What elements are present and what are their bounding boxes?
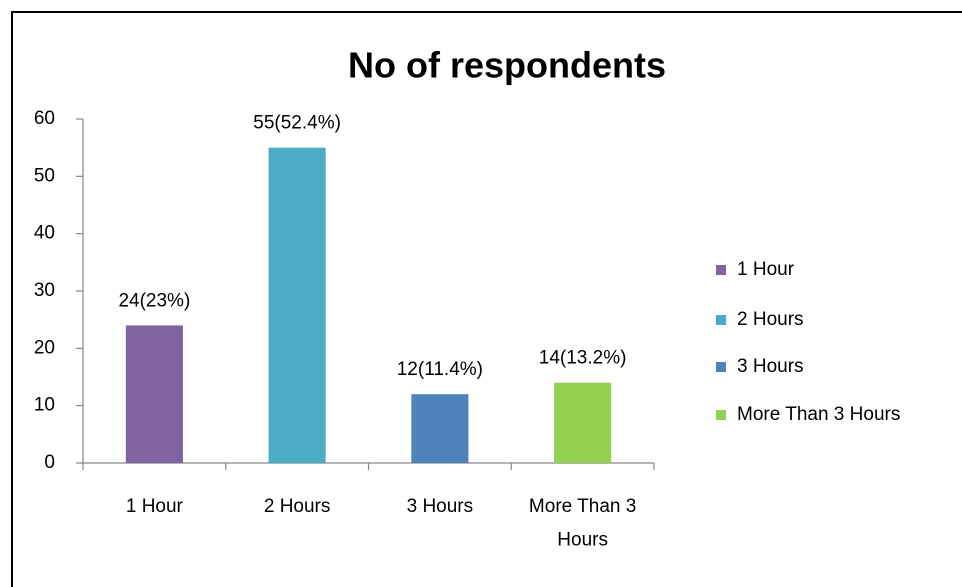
legend-swatch (716, 410, 726, 420)
legend-swatch (716, 362, 726, 372)
y-tick-label: 30 (34, 280, 55, 301)
legend-swatch (716, 265, 726, 275)
y-tick-label: 20 (34, 337, 55, 358)
legend-label: More Than 3 Hours (737, 404, 900, 425)
chart-frame (11, 11, 962, 587)
legend-label: 2 Hours (737, 309, 804, 330)
y-tick-label: 50 (34, 165, 55, 186)
legend-label: 3 Hours (737, 356, 804, 377)
data-label: 55(52.4%) (253, 113, 341, 134)
y-tick-label: 10 (34, 395, 55, 416)
x-tick-label: 2 Hours (264, 496, 331, 517)
legend-label: 1 Hour (737, 259, 795, 280)
x-tick-label: 3 Hours (407, 496, 474, 517)
x-tick-label: 1 Hour (126, 496, 184, 517)
bar (268, 147, 326, 463)
data-label: 14(13.2%) (539, 348, 627, 369)
data-label: 24(23%) (118, 290, 190, 311)
y-tick-label: 60 (34, 108, 55, 129)
y-tick-label: 40 (34, 223, 55, 244)
bar (125, 325, 183, 463)
y-tick-label: 0 (44, 452, 55, 473)
bar (411, 394, 469, 463)
x-tick-label: More Than 3 Hours (529, 496, 636, 550)
chart-title: No of respondents (348, 45, 666, 86)
bar (554, 382, 612, 463)
data-label: 12(11.4%) (397, 359, 483, 380)
legend-swatch (716, 315, 726, 325)
